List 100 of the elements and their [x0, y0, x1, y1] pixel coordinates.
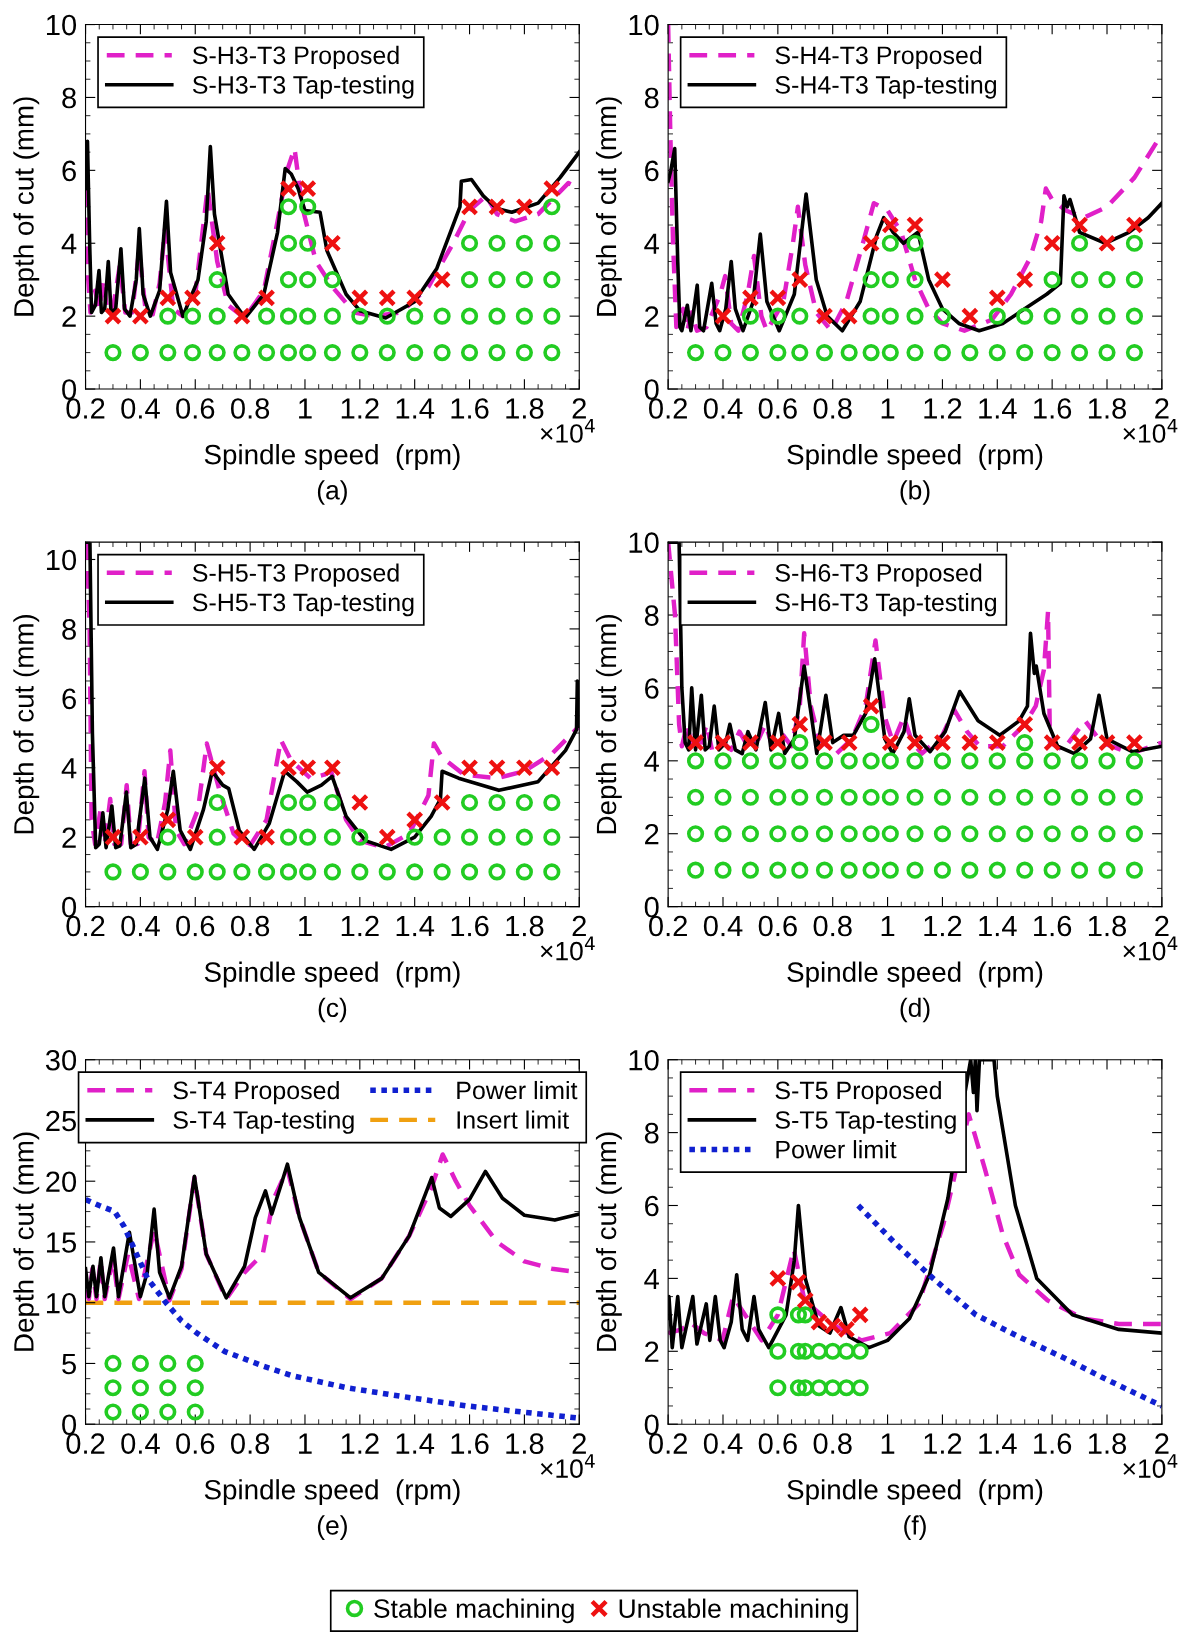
legend-label: S-H5-T3 Proposed [192, 563, 399, 587]
text: ×10$^{4}$ [540, 419, 595, 443]
x-tick-label: 2 [572, 1433, 586, 1454]
x-tick-label: 0.4 [121, 915, 160, 937]
legend-label: S-H3-T3 Proposed [192, 45, 399, 70]
x-axis-title: Spindle speed (rpm) [204, 961, 460, 988]
legend-label: Unstable machining [619, 1598, 848, 1624]
x-tick-label: 0.2 [66, 1433, 105, 1454]
x-tick-label: 1.4 [979, 1433, 1017, 1454]
y-tick-label: 4 [644, 233, 659, 254]
x-tick-label: 1 [881, 398, 895, 419]
text: ×10$^{4}$ [1123, 936, 1178, 961]
legend-label: Stable machining [374, 1598, 574, 1624]
legend-label: Power limit [457, 1080, 578, 1100]
x-tick-label: 1 [881, 1433, 895, 1454]
x-tick-label: 1.6 [1034, 398, 1072, 419]
y-tick-label: 2 [62, 827, 76, 848]
x-tick-label: 1.4 [979, 916, 1017, 937]
x-tick-label: 0.4 [703, 915, 743, 937]
y-tick-label: 2 [645, 823, 659, 845]
x-tick-label: 1.8 [1088, 915, 1127, 937]
x-tick-label: 0.6 [758, 915, 797, 937]
y-tick-label: 8 [644, 87, 659, 109]
x-tick-label: 0.4 [121, 1433, 160, 1454]
y-tick-label: 0 [644, 1414, 659, 1436]
y-tick-label: 2 [62, 306, 76, 327]
y-tick-label: 10 [46, 549, 77, 571]
text: (c) [318, 997, 347, 1023]
legend-label: S-T5 Proposed [775, 1080, 941, 1105]
x-tick-label: 0.6 [758, 398, 797, 419]
x-tick-label: 2 [572, 915, 586, 937]
y-tick-label: 8 [62, 619, 76, 640]
x-tick-label: 1.2 [924, 1433, 962, 1454]
y-axis-title: Depth of cut (mm) [595, 97, 622, 316]
legend-label: S-T5 Tap-testing [775, 1110, 956, 1134]
legend-label: S-H4-T3 Proposed [775, 45, 982, 70]
y-tick-label: 0 [644, 379, 659, 400]
text: ×10$^{4}$ [1123, 419, 1178, 443]
y-tick-label: 10 [46, 1292, 77, 1314]
legend-label: S-H6-T3 Tap-testing [775, 592, 997, 617]
y-tick-label: 8 [644, 1122, 659, 1144]
x-tick-label: 1.8 [1088, 398, 1127, 419]
text: (e) [317, 1515, 347, 1540]
text: ×10$^{4}$ [540, 936, 595, 961]
x-tick-label: 0.2 [649, 1433, 687, 1454]
x-tick-label: 1.2 [341, 915, 379, 937]
x-tick-label: 1.4 [979, 398, 1017, 419]
x-tick-label: 1.6 [451, 915, 489, 937]
x-tick-label: 1 [299, 398, 312, 419]
y-tick-label: 0 [62, 379, 77, 400]
x-tick-label: 1.6 [451, 1433, 489, 1454]
text: (d) [900, 997, 930, 1023]
legend-label: S-T4 Proposed [173, 1080, 339, 1105]
x-tick-label: 2 [572, 398, 586, 419]
y-tick-label: 5 [62, 1353, 76, 1375]
y-tick-label: 6 [62, 688, 76, 710]
y-tick-label: 10 [629, 532, 659, 553]
x-tick-label: 1.6 [1034, 915, 1072, 937]
x-tick-label: 0.6 [176, 1433, 215, 1454]
x-tick-label: 1.2 [341, 1433, 379, 1454]
x-tick-label: 1.4 [396, 916, 435, 937]
y-tick-label: 30 [45, 1049, 77, 1071]
legend-label: Power limit [776, 1140, 897, 1159]
legend-label: S-H6-T3 Proposed [775, 563, 982, 587]
x-tick-label: 1.2 [341, 398, 379, 419]
x-tick-label: 0.8 [230, 1433, 270, 1454]
y-tick-label: 6 [645, 160, 659, 182]
legend-label: S-H5-T3 Tap-testing [192, 592, 414, 617]
x-tick-label: 1.8 [506, 398, 544, 419]
x-tick-label: 1 [299, 1433, 312, 1454]
x-tick-label: 1.4 [396, 1433, 435, 1454]
x-axis-title: Spindle speed (rpm) [204, 444, 460, 470]
y-tick-label: 6 [645, 678, 659, 699]
x-tick-label: 0.2 [649, 398, 687, 419]
x-tick-label: 0.8 [813, 915, 852, 937]
y-tick-label: 4 [61, 233, 77, 254]
y-tick-label: 10 [629, 1049, 659, 1071]
x-tick-label: 0.6 [176, 915, 215, 937]
x-tick-label: 2 [1155, 915, 1169, 937]
y-tick-label: 2 [645, 1341, 659, 1362]
x-tick-label: 1.8 [506, 915, 544, 937]
y-tick-label: 8 [644, 605, 659, 626]
y-axis-title: Depth of cut (mm) [13, 1132, 40, 1351]
y-axis-title: Depth of cut (mm) [595, 1132, 622, 1351]
x-tick-label: 1 [299, 916, 312, 937]
y-tick-label: 2 [645, 306, 659, 327]
legend-label: Insert limit [457, 1110, 569, 1129]
x-tick-label: 1.6 [451, 398, 489, 419]
x-tick-label: 0.4 [703, 1433, 743, 1454]
y-tick-label: 10 [46, 14, 77, 36]
y-tick-label: 4 [644, 1268, 659, 1289]
x-tick-label: 0.8 [230, 398, 270, 419]
y-tick-label: 25 [46, 1110, 76, 1132]
text: (a) [317, 480, 347, 505]
text: (b) [900, 480, 930, 505]
y-tick-label: 4 [61, 758, 77, 779]
y-tick-label: 20 [46, 1171, 77, 1193]
x-tick-label: 0.8 [813, 1433, 852, 1454]
x-axis-title: Spindle speed (rpm) [787, 1479, 1043, 1506]
y-tick-label: 8 [62, 87, 76, 109]
